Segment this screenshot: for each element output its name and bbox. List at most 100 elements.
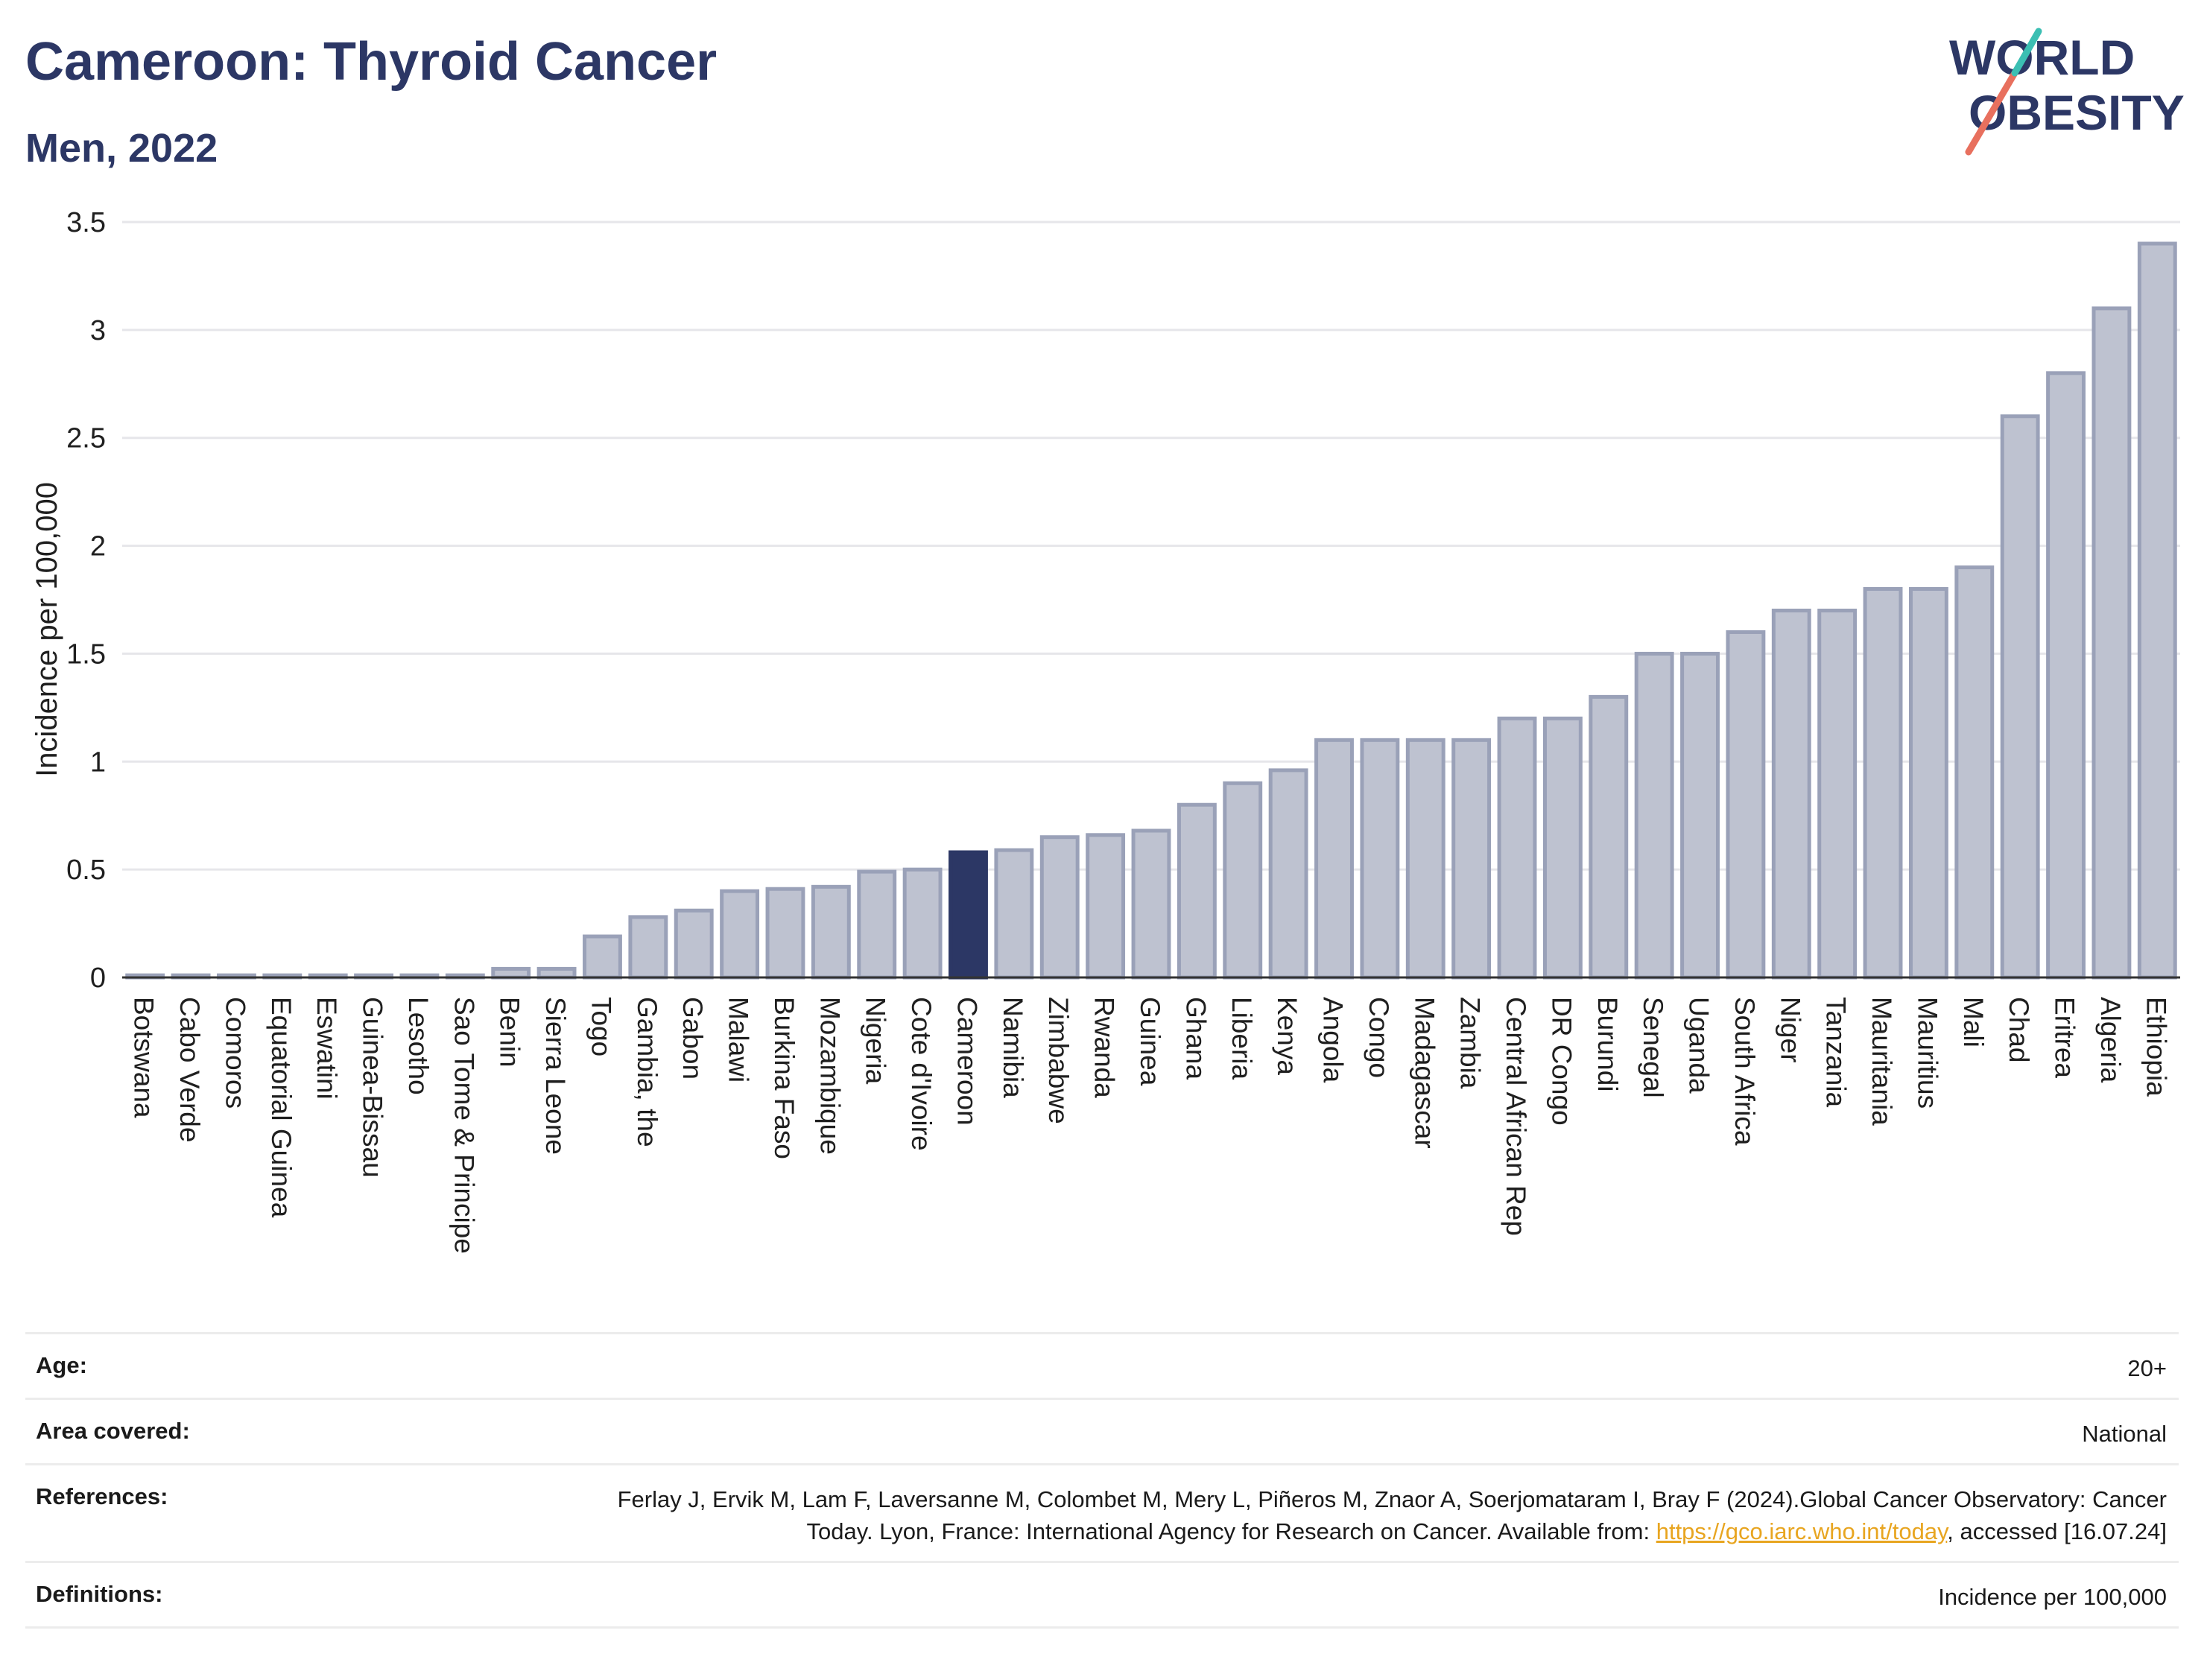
bar-tanzania — [1817, 608, 1858, 980]
bar-algeria — [2091, 306, 2132, 980]
meta-row-area: Area covered: National — [25, 1398, 2179, 1463]
x-tick-label: Algeria — [2095, 997, 2126, 1083]
references-label: References: — [36, 1483, 168, 1509]
x-tick-label: Eswatini — [311, 997, 342, 1100]
y-tick-label: 1 — [90, 747, 106, 778]
references-link[interactable]: https://gco.iarc.who.int/today — [1656, 1518, 1948, 1544]
x-tick-label: Liberia — [1226, 997, 1257, 1080]
bar-cote-d-ivoire — [902, 867, 943, 980]
x-tick-label: Cabo Verde — [174, 997, 205, 1142]
bar-niger — [1771, 608, 1811, 980]
x-tick-label: Angola — [1318, 997, 1349, 1083]
age-value: 20+ — [2127, 1355, 2167, 1381]
x-tick-label: Niger — [1775, 997, 1805, 1062]
x-tick-label: Botswana — [129, 997, 159, 1118]
x-tick-label: Nigeria — [861, 997, 891, 1085]
x-tick-label: Togo — [586, 997, 616, 1056]
y-axis-ticks: 0 0.5 1 1.5 2 2.5 3 3.5 — [66, 207, 106, 994]
world-obesity-logo: WORLD OBESITY — [1949, 28, 2185, 156]
logo-slash-coral — [1965, 69, 2018, 156]
x-tick-label: Zimbabwe — [1043, 997, 1074, 1124]
x-tick-label: Guinea — [1135, 997, 1165, 1086]
x-tick-label: Sao Tome & Principe — [449, 997, 479, 1254]
x-tick-label: Ethiopia — [2141, 997, 2171, 1097]
bar-senegal — [1634, 651, 1674, 980]
x-tick-label: Madagascar — [1409, 997, 1440, 1149]
bar-cameroon — [949, 850, 988, 980]
page-title: Cameroon: Thyroid Cancer — [25, 32, 718, 92]
bars — [122, 241, 2180, 980]
bar-congo — [1360, 738, 1400, 980]
logo-line-1: WORLD — [1949, 30, 2135, 85]
x-tick-label: DR Congo — [1546, 997, 1577, 1126]
x-tick-label: Kenya — [1272, 997, 1302, 1075]
page-subtitle: Men, 2022 — [25, 126, 218, 171]
x-tick-label: Burkina Faso — [769, 997, 799, 1159]
y-tick-label: 3 — [90, 315, 106, 346]
y-tick-label: 0 — [90, 963, 106, 994]
bar-burkina-faso — [765, 887, 805, 980]
meta-row-references: References: Ferlay J, Ervik M, Lam F, La… — [25, 1463, 2179, 1561]
references-value: Ferlay J, Ervik M, Lam F, Laversanne M, … — [565, 1483, 2167, 1547]
references-text: Ferlay J, Ervik M, Lam F, Laversanne M, … — [617, 1486, 2167, 1544]
age-label: Age: — [36, 1352, 87, 1378]
bar-mozambique — [811, 884, 851, 980]
x-tick-label: Sierra Leone — [540, 997, 571, 1155]
definitions-label: Definitions: — [36, 1581, 163, 1607]
bar-ghana — [1177, 802, 1217, 980]
y-tick-label: 2.5 — [66, 423, 106, 454]
area-label: Area covered: — [36, 1418, 190, 1444]
bar-togo — [583, 934, 622, 980]
x-tick-label: Lesotho — [403, 997, 434, 1095]
bar-malawi — [720, 889, 760, 980]
x-tick-label: Gabon — [677, 997, 708, 1080]
bar-gabon — [674, 908, 714, 980]
x-tick-label: Mali — [1958, 997, 1989, 1047]
y-axis-label: Incidence per 100,000 — [31, 482, 63, 777]
x-tick-label: Zambia — [1455, 997, 1486, 1089]
bar-zimbabwe — [1039, 835, 1080, 980]
y-tick-label: 2 — [90, 531, 106, 562]
bar-nigeria — [857, 869, 897, 980]
x-tick-label: Chad — [2004, 997, 2034, 1062]
bar-zambia — [1451, 738, 1492, 980]
x-tick-label: Central African Rep — [1501, 997, 1531, 1236]
x-tick-label: Comoros — [220, 997, 250, 1109]
logo-slash-teal — [2011, 28, 2042, 77]
bar-sierra-leone — [536, 966, 577, 980]
y-tick-label: 3.5 — [66, 207, 106, 238]
x-tick-label: Rwanda — [1089, 997, 1120, 1098]
meta-row-age: Age: 20+ — [25, 1332, 2179, 1398]
x-tick-label: Ghana — [1180, 997, 1211, 1080]
bar-uganda — [1680, 651, 1720, 980]
bar-gambia-the — [628, 915, 668, 980]
bar-south-africa — [1726, 630, 1766, 980]
metadata-table: Age: 20+ Area covered: National Referenc… — [25, 1332, 2179, 1629]
bar-chart: 0 0.5 1 1.5 2 2.5 3 3.5 Botswana Cabo Verde Comor… — [31, 207, 2180, 1254]
x-tick-label: Mauritania — [1866, 997, 1897, 1126]
x-tick-label: Mozambique — [814, 997, 845, 1155]
x-tick-label: Tanzania — [1821, 997, 1852, 1108]
x-tick-label: Gambia, the — [632, 997, 662, 1147]
y-tick-label: 0.5 — [66, 855, 106, 886]
x-tick-label: Namibia — [998, 997, 1028, 1098]
bar-namibia — [994, 848, 1034, 980]
bar-benin — [491, 966, 531, 980]
x-tick-label: Cote d'Ivoire — [906, 997, 937, 1151]
x-tick-label: Burundi — [1592, 997, 1623, 1092]
bar-dr-congo — [1542, 716, 1583, 980]
bar-angola — [1314, 738, 1354, 980]
area-value: National — [2082, 1421, 2167, 1447]
x-tick-label: Uganda — [1684, 997, 1714, 1094]
x-axis-ticks: Botswana Cabo Verde Comoros Equatorial Guin… — [129, 997, 2172, 1254]
bar-mali — [1954, 565, 1995, 980]
meta-row-definitions: Definitions: Incidence per 100,000 — [25, 1561, 2179, 1629]
bar-burundi — [1589, 694, 1629, 980]
bar-rwanda — [1086, 833, 1126, 980]
bar-ethiopia — [2137, 241, 2177, 980]
bar-mauritania — [1863, 587, 1903, 980]
x-tick-label: Benin — [495, 997, 525, 1068]
x-tick-label: South Africa — [1729, 997, 1760, 1146]
x-tick-label: Senegal — [1638, 997, 1668, 1098]
bar-liberia — [1223, 781, 1263, 980]
